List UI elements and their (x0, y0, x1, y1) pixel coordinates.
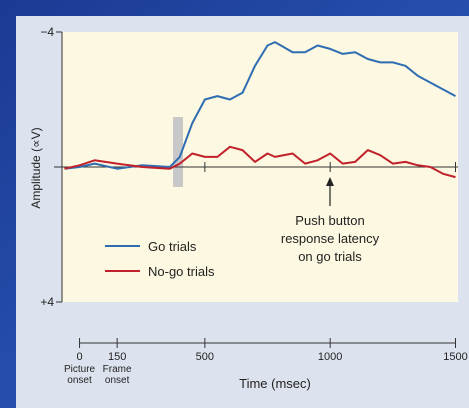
y-tick-label: −4 (40, 25, 54, 39)
series-line (64, 41, 456, 170)
annotation: Push button (295, 213, 364, 228)
y-axis-label: Amplitude (∝V) (29, 127, 43, 208)
annotation-arrowhead (326, 177, 334, 186)
legend-label: No-go trials (148, 264, 215, 279)
x-tick-label: 1000 (318, 351, 342, 363)
series-line (64, 145, 456, 179)
y-tick-label: +4 (40, 295, 54, 309)
stimulus-marker (173, 117, 183, 187)
annotation: response latency (281, 231, 380, 246)
x-tick-sublabel: Frame onset (103, 364, 132, 386)
x-tick-label: 150 (108, 351, 126, 363)
x-tick-label: 500 (196, 351, 214, 363)
annotation: on go trials (298, 249, 362, 264)
x-tick-sublabel: Picture onset (64, 364, 96, 386)
x-tick-label: 0 (76, 351, 82, 363)
x-axis-label: Time (msec) (239, 376, 311, 391)
x-tick-label: 1500 (443, 351, 467, 363)
legend-label: Go trials (148, 239, 197, 254)
